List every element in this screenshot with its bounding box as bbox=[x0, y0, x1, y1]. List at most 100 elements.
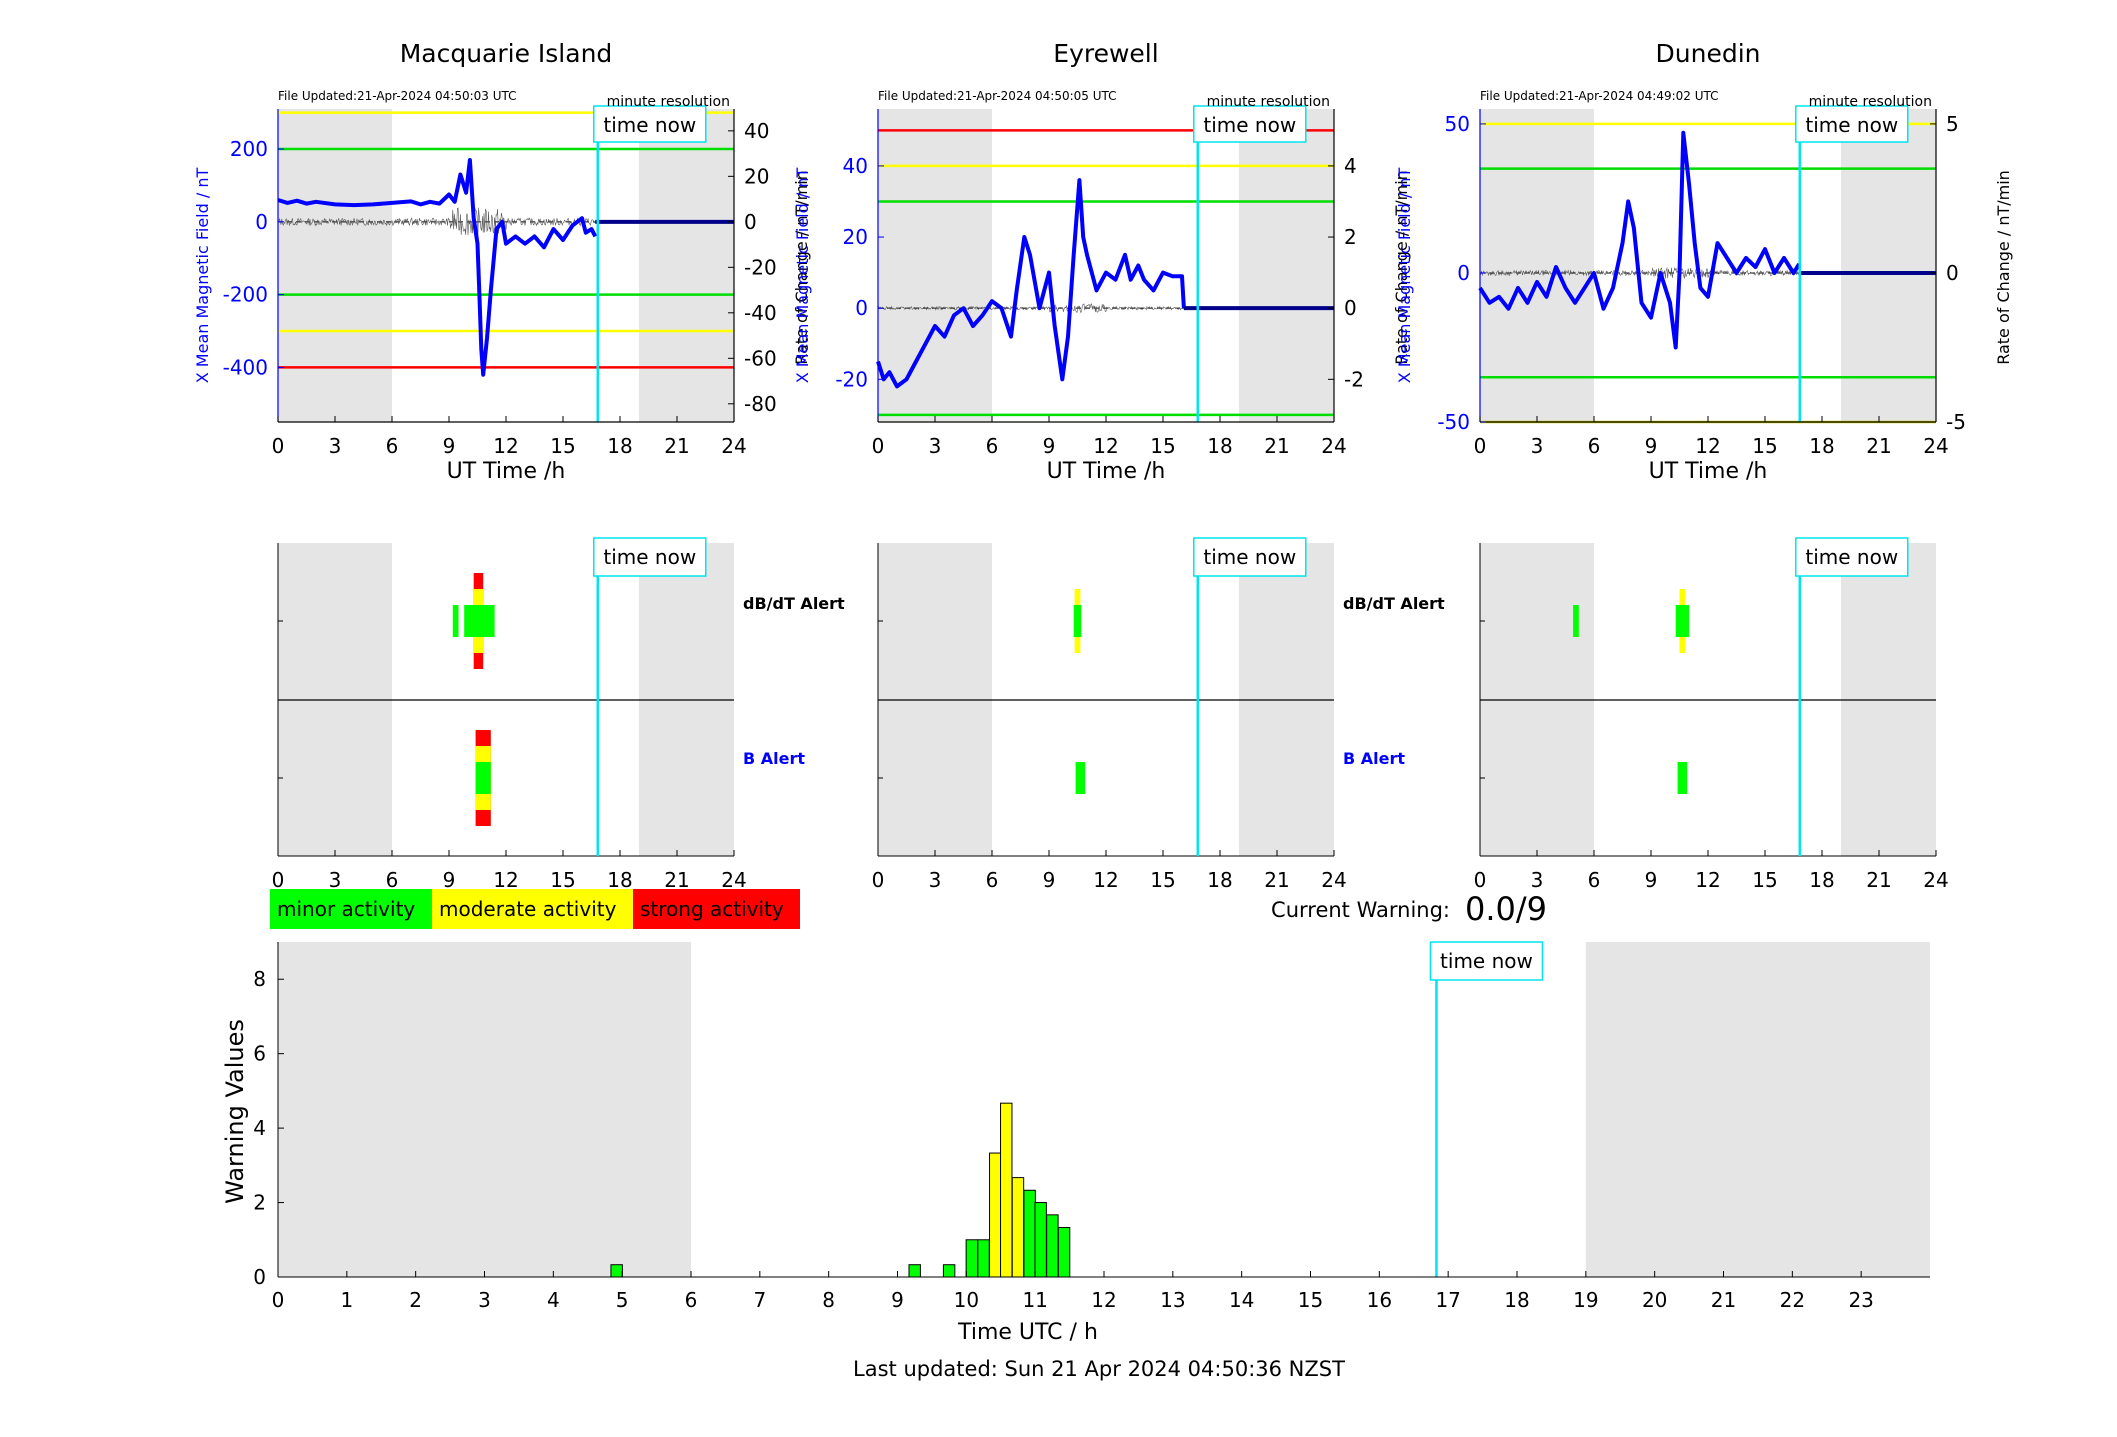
right-tick-label: -40 bbox=[744, 301, 777, 325]
time-now-box bbox=[593, 105, 707, 143]
current-warning-value: 0.0/9 bbox=[1465, 890, 1547, 928]
x-tick-label: 13 bbox=[1160, 1288, 1185, 1312]
x-tick-label: 12 bbox=[1091, 1288, 1116, 1312]
x-tick-label: 9 bbox=[891, 1288, 904, 1312]
right-tick-label: 2 bbox=[1344, 225, 1357, 249]
right-tick-label: 20 bbox=[744, 164, 769, 188]
warning-bar bbox=[1046, 1214, 1059, 1278]
x-tick-label: 15 bbox=[1150, 868, 1175, 892]
right-tick-label: -80 bbox=[744, 392, 777, 416]
file-updated-text: File Updated:21-Apr-2024 04:50:03 UTC bbox=[278, 89, 517, 103]
x-tick-label: 21 bbox=[664, 868, 689, 892]
x-tick-label: 6 bbox=[685, 1288, 698, 1312]
x-tick-label: 16 bbox=[1367, 1288, 1392, 1312]
alert-panel: time now 0 3 6 9 12 15 18 21 24 bbox=[1474, 537, 1949, 892]
night-shade bbox=[278, 942, 691, 1277]
x-tick-label: 12 bbox=[1695, 868, 1720, 892]
x-tick-label: 12 bbox=[1093, 434, 1118, 458]
file-updated-text: File Updated:21-Apr-2024 04:50:05 UTC bbox=[878, 89, 1117, 103]
x-tick-label: 15 bbox=[550, 868, 575, 892]
left-tick-label: 200 bbox=[230, 137, 268, 161]
x-tick-label: 0 bbox=[1474, 868, 1487, 892]
x-tick-label: 18 bbox=[1207, 868, 1232, 892]
dbdt-alert-label: dB/dT Alert bbox=[743, 594, 845, 613]
time-now-box bbox=[593, 537, 707, 577]
right-tick-label: -2 bbox=[1344, 367, 1364, 391]
left-tick-label: 20 bbox=[843, 225, 868, 249]
x-mean-field-series bbox=[876, 178, 1186, 389]
left-tick-label: -50 bbox=[1437, 410, 1470, 434]
x-tick-label: 6 bbox=[1588, 868, 1601, 892]
right-tick-label: -5 bbox=[1946, 410, 1966, 434]
warning-bar bbox=[1011, 1177, 1025, 1278]
alert-block-minor bbox=[1677, 762, 1688, 794]
x-tick-label: 21 bbox=[1264, 868, 1289, 892]
file-updated-text: File Updated:21-Apr-2024 04:49:02 UTC bbox=[1480, 89, 1719, 103]
x-tick-label: 7 bbox=[753, 1288, 766, 1312]
station-title: Macquarie Island bbox=[400, 39, 613, 68]
warning-bar bbox=[989, 1152, 1002, 1278]
rate-of-change-trace bbox=[277, 207, 598, 236]
warning-bar bbox=[965, 1239, 979, 1278]
time-now-box bbox=[1429, 941, 1544, 981]
x-tick-label: 6 bbox=[386, 434, 399, 458]
x-tick-label: 23 bbox=[1848, 1288, 1873, 1312]
legend-label: minor activity bbox=[277, 897, 415, 921]
legend-swatch bbox=[633, 889, 800, 929]
night-shade bbox=[1841, 109, 1936, 422]
current-warning-label: Current Warning: bbox=[1271, 898, 1450, 922]
left-tick-label: 50 bbox=[1445, 112, 1470, 136]
left-tick-label: 40 bbox=[843, 154, 868, 178]
legend-label: strong activity bbox=[640, 897, 784, 921]
time-now-label: time now bbox=[1805, 113, 1898, 137]
x-tick-label: 21 bbox=[1866, 868, 1891, 892]
x-tick-label: 9 bbox=[443, 868, 456, 892]
alert-block-minor bbox=[452, 605, 459, 637]
station-panel: Dunedin File Updated:21-Apr-2024 04:49:02… bbox=[1395, 39, 2013, 892]
alert-panel: time now 0 3 6 9 12 15 18 21 24 dB/dT Alert B Alert bbox=[872, 537, 1445, 892]
warning-bar bbox=[1057, 1226, 1071, 1278]
time-now-label: time now bbox=[1805, 545, 1898, 569]
x-tick-label: 21 bbox=[1711, 1288, 1736, 1312]
x-tick-label: 18 bbox=[607, 434, 632, 458]
time-now-label: time now bbox=[603, 545, 696, 569]
x-tick-label: 8 bbox=[822, 1288, 835, 1312]
left-tick-label: 0 bbox=[855, 296, 868, 320]
alert-block-minor bbox=[1573, 605, 1579, 637]
x-tick-label: 12 bbox=[1695, 434, 1720, 458]
x-tick-label: 6 bbox=[986, 868, 999, 892]
time-now-label: time now bbox=[603, 113, 696, 137]
x-tick-label: 21 bbox=[1264, 434, 1289, 458]
night-shade bbox=[878, 109, 992, 422]
x-tick-label: 9 bbox=[1645, 868, 1658, 892]
x-tick-label: 15 bbox=[1752, 434, 1777, 458]
warning-bar bbox=[1034, 1202, 1047, 1278]
x-tick-label: 15 bbox=[1150, 434, 1175, 458]
time-now-box bbox=[1795, 105, 1909, 143]
right-axis-label: Rate of Change / nT/min bbox=[1392, 170, 1411, 365]
x-tick-label: 15 bbox=[1752, 868, 1777, 892]
x-tick-label: 3 bbox=[1531, 434, 1544, 458]
x-tick-label: 3 bbox=[329, 868, 342, 892]
alert-block-minor bbox=[464, 605, 495, 637]
right-tick-label: 40 bbox=[744, 119, 769, 143]
x-tick-label: 1 bbox=[340, 1288, 353, 1312]
night-shade bbox=[1585, 942, 1930, 1277]
night-shade bbox=[1480, 109, 1594, 422]
alert-block-minor bbox=[1675, 605, 1689, 637]
x-tick-label: 14 bbox=[1229, 1288, 1254, 1312]
night-shade bbox=[278, 109, 392, 422]
chart-x-label: Time UTC / h bbox=[957, 1320, 1098, 1345]
warning-bar bbox=[942, 1264, 956, 1278]
left-tick-label: 0 bbox=[255, 210, 268, 234]
left-axis-label: X Mean Magnetic Field / nT bbox=[193, 168, 212, 384]
alert-panel: time now 0 3 6 9 12 15 18 21 24 dB/dT Alert B Alert bbox=[272, 537, 845, 892]
dbdt-alert-label: dB/dT Alert bbox=[1343, 594, 1445, 613]
warning-bar bbox=[908, 1264, 921, 1278]
right-axis-label: Rate of Change / nT/min bbox=[1994, 170, 2013, 365]
y-tick-label: 0 bbox=[253, 1265, 266, 1289]
alert-block-minor bbox=[1075, 762, 1086, 794]
right-tick-label: 5 bbox=[1946, 112, 1959, 136]
x-tick-label: 21 bbox=[664, 434, 689, 458]
